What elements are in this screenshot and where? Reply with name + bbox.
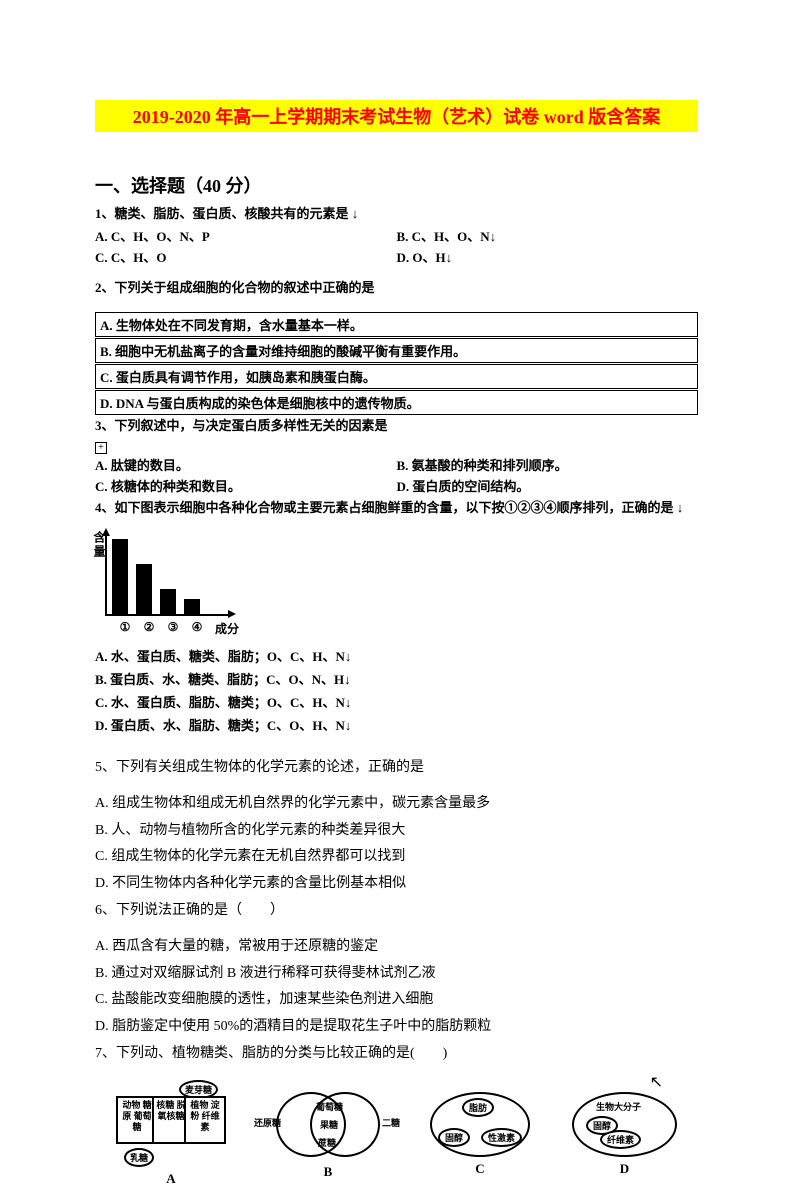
diagram-d: 生物大分子 固醇 纤维素 D — [572, 1092, 677, 1177]
bar-1 — [112, 539, 128, 614]
q2-opt-d: D. DNA 与蛋白质构成的染色体是细胞核中的遗传物质。 — [95, 390, 698, 415]
q1-opt-a: A. C、H、O、N、P — [95, 227, 397, 248]
q3-opt-b: B. 氨基酸的种类和排列顺序。 — [397, 456, 699, 477]
q2-opt-c: C. 蛋白质具有调节作用，如胰岛素和胰蛋白酶。 — [95, 364, 698, 389]
q1-opt-c: C. C、H、O — [95, 248, 397, 269]
q4-opt-a: A. 水、蛋白质、糖类、脂肪；O、C、H、N↓ — [95, 647, 698, 668]
q4-text: 4、如下图表示细胞中各种化合物或主要元素占细胞鲜重的含量，以下按①②③④顺序排列… — [95, 498, 698, 519]
q5-text: 5、下列有关组成生物体的化学元素的论述，正确的是 — [95, 755, 698, 782]
diagram-b: 还原糖 葡萄糖 果糖 蔗糖 二糖 B — [268, 1090, 388, 1180]
q3-text: 3、下列叙述中，与决定蛋白质多样性无关的因素是 — [95, 416, 698, 437]
section-header: 一、选择题（40 分） — [95, 172, 698, 198]
page-title: 2019-2020 年高一上学期期末考试生物（艺术）试卷 word 版含答案 — [95, 100, 698, 132]
q6-opt-b: B. 通过对双缩脲试剂 B 液进行稀释可获得斐林试剂乙液 — [95, 961, 698, 988]
q7-text: 7、下列动、植物糖类、脂肪的分类与比较正确的是( ) — [95, 1041, 698, 1068]
q1-opt-b: B. C、H、O、N↓ — [397, 227, 699, 248]
bar-4 — [184, 599, 200, 614]
q6-opt-d: D. 脂肪鉴定中使用 50%的酒精目的是提取花生子叶中的脂肪颗粒 — [95, 1014, 698, 1041]
q4-opt-c: C. 水、蛋白质、脂肪、糖类；O、C、H、N↓ — [95, 693, 698, 714]
q6-opt-a: A. 西瓜含有大量的糖，常被用于还原糖的鉴定 — [95, 934, 698, 961]
q5-opt-d: D. 不同生物体内各种化学元素的含量比例基本相似 — [95, 871, 698, 898]
q3-opt-d: D. 蛋白质的空间结构。 — [397, 477, 699, 498]
plus-icon: + — [95, 442, 107, 454]
bar-2 — [136, 564, 152, 614]
q3-opt-c: C. 核糖体的种类和数目。 — [95, 477, 397, 498]
q5-opt-a: A. 组成生物体和组成无机自然界的化学元素中，碳元素含量最多 — [95, 791, 698, 818]
diagram-a: 麦芽糖 动物 糖原 葡萄糖 核糖 脱氧核糖 植物 淀粉 纤维素 乳糖 A — [116, 1082, 226, 1187]
q5-opt-b: B. 人、动物与植物所含的化学元素的种类差异很大 — [95, 818, 698, 845]
q4-chart: 含量 — [105, 526, 698, 616]
q1-text: 1、糖类、脂肪、蛋白质、核酸共有的元素是 ↓ — [95, 204, 698, 225]
bar-3 — [160, 589, 176, 614]
q1-opt-d: D. O、H↓ — [397, 248, 699, 269]
q4-opt-b: B. 蛋白质、水、糖类、脂肪；C、O、N、H↓ — [95, 670, 698, 691]
cursor-icon: ↖ — [650, 1072, 663, 1092]
diagram-c: 脂肪 固醇 性激素 C — [430, 1092, 530, 1177]
q4-opt-d: D. 蛋白质、水、脂肪、糖类；C、O、H、N↓ — [95, 716, 698, 737]
q6-opt-c: C. 盐酸能改变细胞膜的透性，加速某些染色剂进入细胞 — [95, 987, 698, 1014]
q2-text: 2、下列关于组成细胞的化合物的叙述中正确的是 — [95, 278, 698, 299]
q3-opt-a: A. 肽键的数目。 — [95, 456, 397, 477]
chart-xlabels: ① ② ③ ④ 成分 — [113, 620, 698, 637]
q2-opt-a: A. 生物体处在不同发育期，含水量基本一样。 — [95, 312, 698, 337]
q2-opt-b: B. 细胞中无机盐离子的含量对维持细胞的酸碱平衡有重要作用。 — [95, 338, 698, 363]
q6-text: 6、下列说法正确的是（ ） — [95, 898, 698, 925]
q5-opt-c: C. 组成生物体的化学元素在无机自然界都可以找到 — [95, 844, 698, 871]
q7-diagrams: 麦芽糖 动物 糖原 葡萄糖 核糖 脱氧核糖 植物 淀粉 纤维素 乳糖 A 还原糖… — [95, 1082, 698, 1187]
